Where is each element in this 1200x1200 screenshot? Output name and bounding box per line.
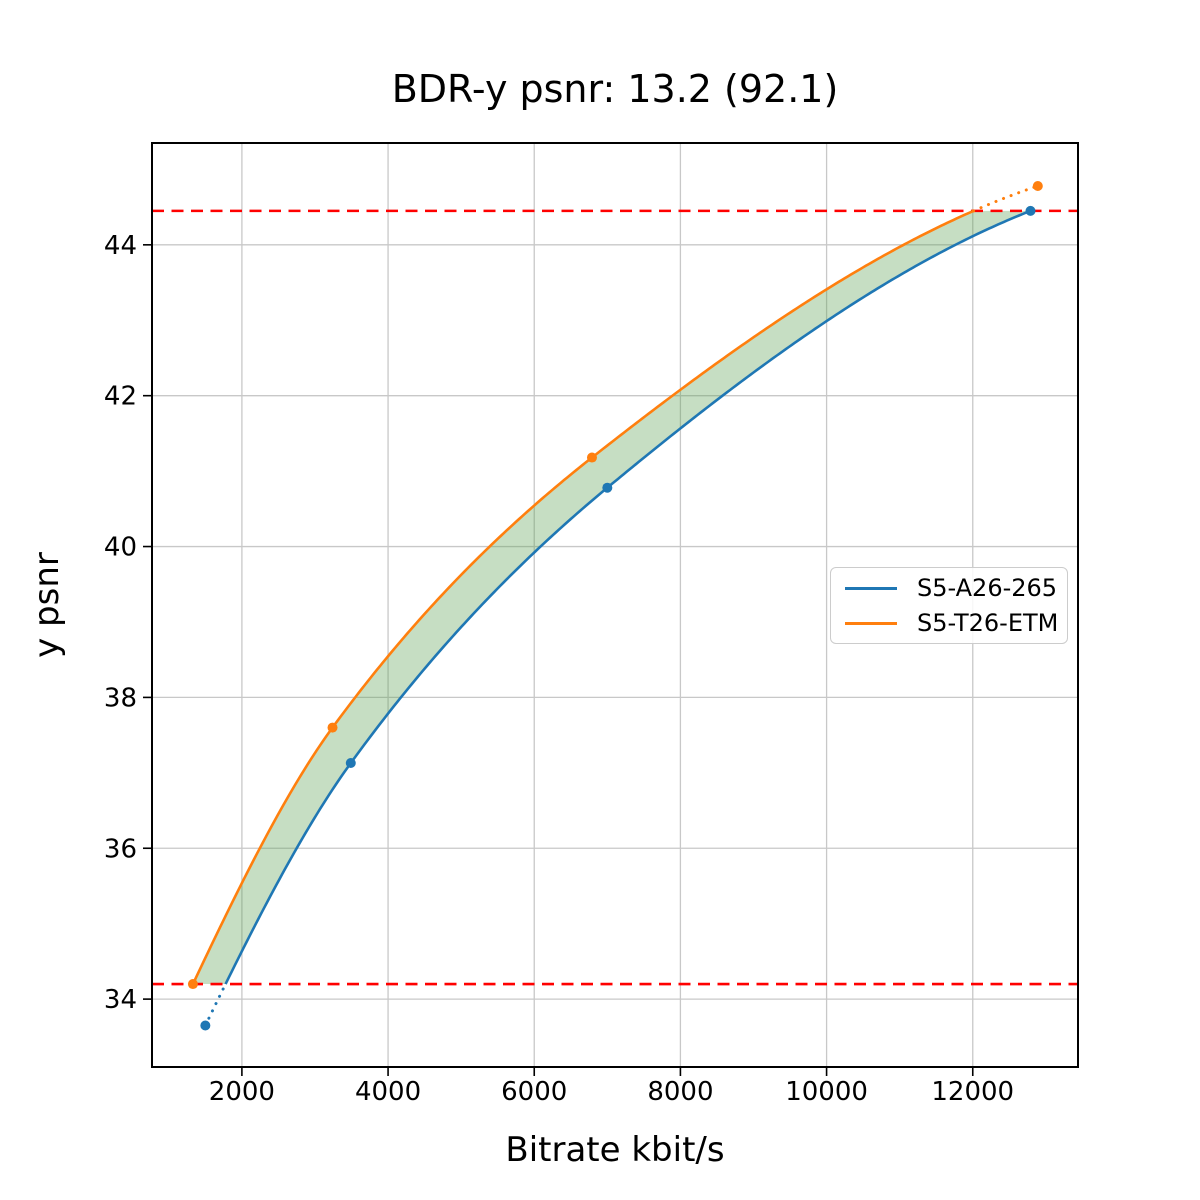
- legend-label: S5-T26-ETM: [917, 609, 1059, 637]
- y-tick-label: 44: [104, 231, 137, 261]
- y-tick-label: 38: [104, 683, 137, 713]
- x-axis-label: Bitrate kbit/s: [505, 1130, 725, 1170]
- x-tick-label: 12000: [931, 1077, 1014, 1107]
- legend-item: S5-T26-ETM: [845, 609, 1058, 637]
- x-tick-label: 10000: [785, 1077, 868, 1107]
- y-tick-label: 34: [104, 985, 137, 1015]
- data-point-marker: [327, 722, 338, 733]
- data-point-marker: [602, 482, 613, 493]
- data-point-marker: [1032, 180, 1043, 191]
- series-line-dotted: [203, 982, 228, 1028]
- y-tick-label: 40: [104, 533, 137, 563]
- series-line: [191, 209, 975, 985]
- y-tick-label: 42: [104, 382, 137, 412]
- legend-label: S5-A26-265: [917, 574, 1058, 602]
- legend: S5-A26-265 S5-T26-ETM: [830, 567, 1068, 644]
- legend-item: S5-A26-265: [845, 574, 1057, 602]
- x-tick-label: 8000: [647, 1077, 713, 1107]
- data-point-marker: [1025, 205, 1036, 216]
- y-tick-label: 36: [104, 834, 137, 864]
- series-line: [224, 209, 1031, 985]
- x-tick-label: 4000: [355, 1077, 421, 1107]
- data-point-marker: [200, 1020, 211, 1031]
- legend-line-sample: [845, 621, 897, 625]
- x-tick-label: 6000: [501, 1077, 567, 1107]
- series-line-dotted: [972, 184, 1040, 213]
- data-point-marker: [345, 758, 356, 769]
- data-point-marker: [586, 452, 597, 463]
- chart-title: BDR-y psnr: 13.2 (92.1): [391, 67, 839, 111]
- legend-line-sample: [845, 586, 897, 590]
- data-point-marker: [187, 979, 198, 990]
- x-tick-label: 2000: [209, 1077, 275, 1107]
- axes-spines: [151, 142, 1079, 1068]
